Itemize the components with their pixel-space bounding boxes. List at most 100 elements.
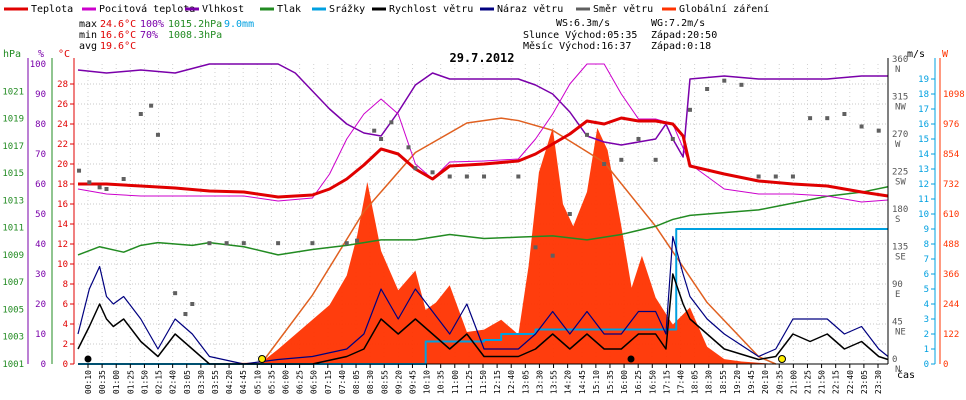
y-tick-wind: 0	[924, 360, 929, 370]
y-tick-hum: 0	[41, 360, 46, 370]
info-sun: Slunce Východ:05:35	[523, 29, 637, 41]
y-tick-hum: 40	[35, 240, 46, 250]
wind-dir-point	[344, 241, 349, 246]
y-tick-radiation: 976	[943, 120, 959, 130]
y-tick-radiation: 488	[943, 240, 959, 250]
wind-dir-point	[619, 157, 624, 162]
y-tick-dir-name: N	[895, 65, 900, 75]
stats-max-label: max	[79, 19, 97, 30]
y-tick-pressure: 1005	[2, 305, 24, 315]
x-tick-label: 04:45	[239, 370, 248, 394]
y-tick-dir-name: S	[895, 215, 900, 225]
x-tick-label: 20:10	[761, 370, 770, 394]
wind-dir-point	[790, 174, 795, 179]
wind-dir-point	[406, 145, 411, 150]
astro-markers	[84, 355, 786, 363]
x-tick-label: 01:50	[140, 370, 149, 394]
wind-dir-point	[533, 245, 538, 250]
wind-dir-point	[97, 185, 102, 190]
x-tick-label: 22:40	[846, 370, 855, 394]
wind-dir-point	[876, 128, 881, 133]
y-tick-temp: 22	[57, 140, 68, 150]
y-tick-dir-name: W	[895, 140, 901, 150]
y-tick-dir-deg: 45	[892, 318, 903, 328]
wind-dir-point	[567, 212, 572, 216]
y-tick-wind: 5	[924, 285, 929, 295]
y-tick-temp: 10	[57, 260, 68, 270]
x-tick-label: 05:10	[253, 370, 262, 394]
stats-max-rain: 9.0mm	[224, 19, 254, 30]
wind-dir-point	[464, 174, 469, 179]
info-moon-set: Západ:0:18	[651, 40, 711, 52]
y-tick-pressure: 1003	[2, 333, 24, 343]
y-tick-hum: 60	[35, 180, 46, 190]
wind-dir-point	[636, 137, 641, 141]
y-tick-dir-name: NE	[895, 328, 906, 338]
pressure-line	[77, 185, 889, 256]
y-tick-wind: 4	[924, 300, 929, 310]
unit-degc: °C	[58, 49, 70, 60]
legend-label-smer: Směr větru	[593, 3, 653, 15]
y-tick-dir-deg: 135	[892, 243, 908, 253]
info-moon: Měsíc Východ:16:37	[523, 40, 631, 52]
x-tick-label: 19:20	[733, 370, 742, 394]
x-tick-label: 20:35	[775, 370, 784, 394]
y-tick-wind: 17	[918, 105, 929, 115]
unit-w: W	[942, 49, 949, 60]
wind-dir-point	[705, 87, 710, 91]
x-tick-label: 15:10	[592, 370, 601, 394]
y-tick-hum: 100	[30, 60, 46, 70]
temperature-line	[78, 116, 889, 199]
x-tick-label: 00:10	[84, 370, 93, 394]
info-wg: WG:7.2m/s	[651, 18, 705, 29]
y-tick-temp: 6	[63, 300, 68, 310]
sunrise-marker	[258, 355, 266, 363]
wind-dir-point	[104, 187, 109, 191]
wind-dir-point	[447, 174, 452, 179]
legend-label-vlhkost: Vlhkost	[202, 4, 244, 15]
wind-dir-point	[310, 241, 315, 246]
y-tick-wind: 12	[918, 180, 929, 190]
y-tick-wind: 16	[918, 120, 929, 130]
x-tick-label: 09:20	[394, 370, 403, 394]
x-tick-label: 21:25	[803, 370, 812, 394]
legend-label-tlak: Tlak	[277, 4, 301, 15]
stats-max-press: 1015.2hPa	[168, 19, 222, 30]
x-tick-label: 01:00	[112, 370, 121, 394]
wind-dir-point	[842, 112, 847, 116]
legend-label-naraz: Náraz větru	[497, 3, 563, 15]
gust-line	[77, 235, 889, 365]
legend-label-pocitova: Pocitová teplota	[99, 3, 195, 15]
stats-min-hum: 70%	[140, 30, 158, 41]
y-tick-pressure: 1015	[2, 169, 24, 179]
y-tick-wind: 10	[918, 210, 929, 220]
x-tick-label: 08:30	[366, 370, 375, 394]
x-tick-label: 15:35	[606, 370, 615, 394]
y-tick-pressure: 1011	[2, 224, 24, 234]
wind-dir-point	[276, 241, 281, 246]
wind-dir-point	[183, 312, 188, 316]
x-tick-label: 05:35	[267, 370, 276, 394]
stats-avg-temp: 19.6°C	[100, 41, 136, 52]
y-tick-pressure: 1001	[2, 360, 24, 370]
wind-dir-point	[190, 302, 195, 306]
wind-dir-point	[138, 112, 143, 116]
legend: Teplota Pocitová teplota Vlhkost Tlak Sr…	[4, 3, 769, 15]
x-tick-label: 18:30	[705, 370, 714, 394]
x-tick-label: 00:35	[98, 370, 107, 394]
y-tick-hum: 70	[35, 150, 46, 160]
feels-like-line	[77, 63, 889, 203]
wind-dir-point	[149, 103, 154, 108]
x-tick-label: 13:30	[535, 370, 544, 394]
radiation-theoretical-line	[260, 117, 777, 365]
humidity-line	[77, 63, 888, 158]
y-tick-temp: 12	[57, 240, 68, 250]
wind-dir-point	[207, 241, 212, 246]
y-tick-temp: 2	[63, 340, 68, 350]
wind-dir-point	[773, 174, 778, 179]
x-axis-ticks: 00:10 00:35 01:00 01:25 01:50 02:15 02:40 03:05…	[84, 364, 883, 394]
x-tick-label: 09:45	[408, 370, 417, 394]
y-tick-dir-deg: 270	[892, 130, 908, 140]
x-tick-label: 14:20	[564, 370, 573, 394]
wind-dir-point	[756, 174, 761, 179]
